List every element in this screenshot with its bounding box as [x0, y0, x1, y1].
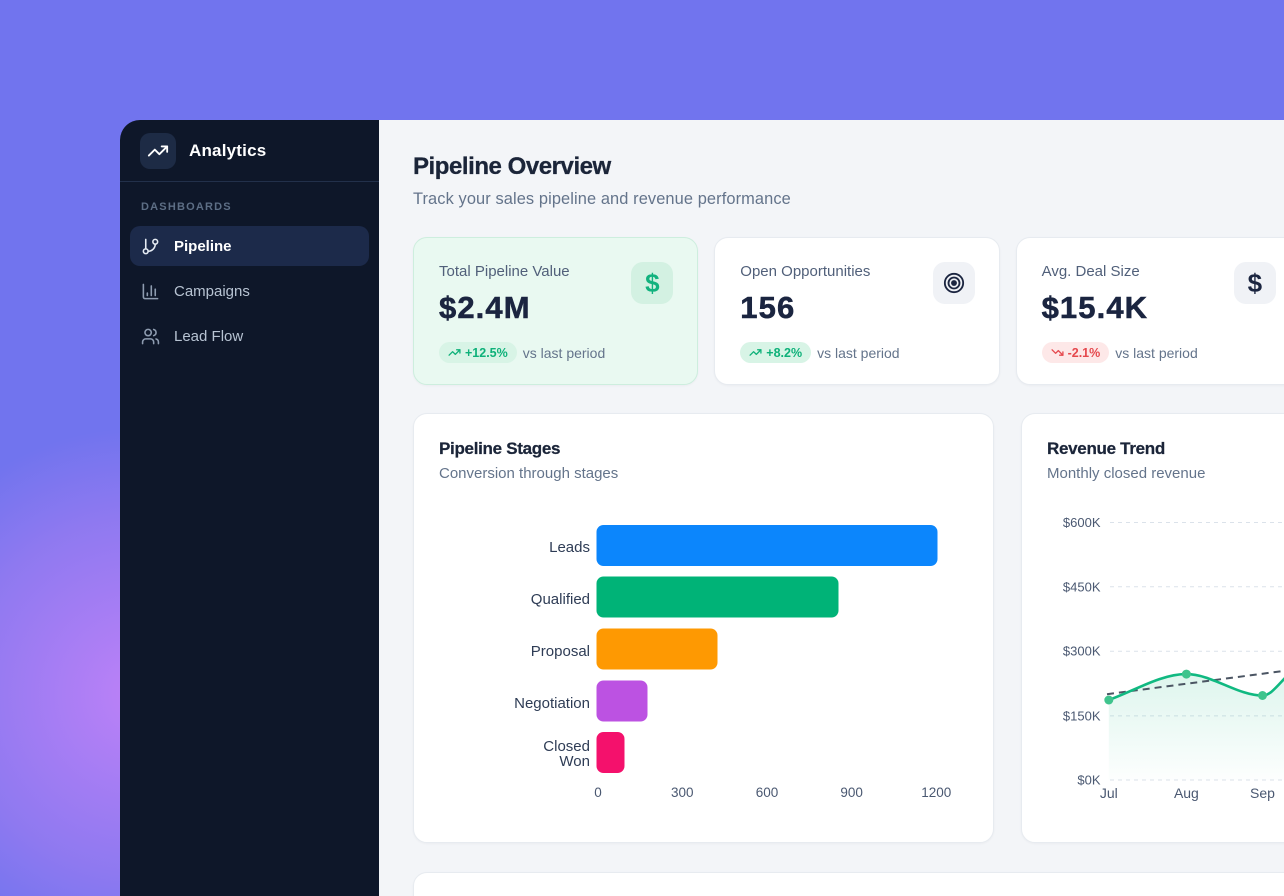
svg-text:Jul: Jul — [1100, 785, 1118, 801]
svg-text:$600K: $600K — [1063, 515, 1101, 530]
svg-text:Sep: Sep — [1250, 785, 1275, 801]
svg-text:Negotiation: Negotiation — [514, 695, 590, 712]
svg-text:Closed: Closed — [543, 738, 590, 755]
svg-text:Leads: Leads — [549, 539, 590, 556]
svg-text:300: 300 — [671, 785, 694, 800]
svg-text:Qualified: Qualified — [531, 591, 590, 608]
svg-text:$450K: $450K — [1063, 579, 1101, 594]
svg-text:900: 900 — [840, 785, 863, 800]
svg-text:Proposal: Proposal — [531, 643, 590, 660]
svg-text:Won: Won — [559, 753, 590, 770]
svg-text:$0K: $0K — [1077, 773, 1100, 788]
svg-text:1200: 1200 — [921, 785, 951, 800]
svg-text:$150K: $150K — [1063, 708, 1101, 723]
svg-text:600: 600 — [756, 785, 779, 800]
svg-text:$300K: $300K — [1063, 644, 1101, 659]
svg-text:0: 0 — [594, 785, 602, 800]
svg-text:Aug: Aug — [1174, 785, 1199, 801]
